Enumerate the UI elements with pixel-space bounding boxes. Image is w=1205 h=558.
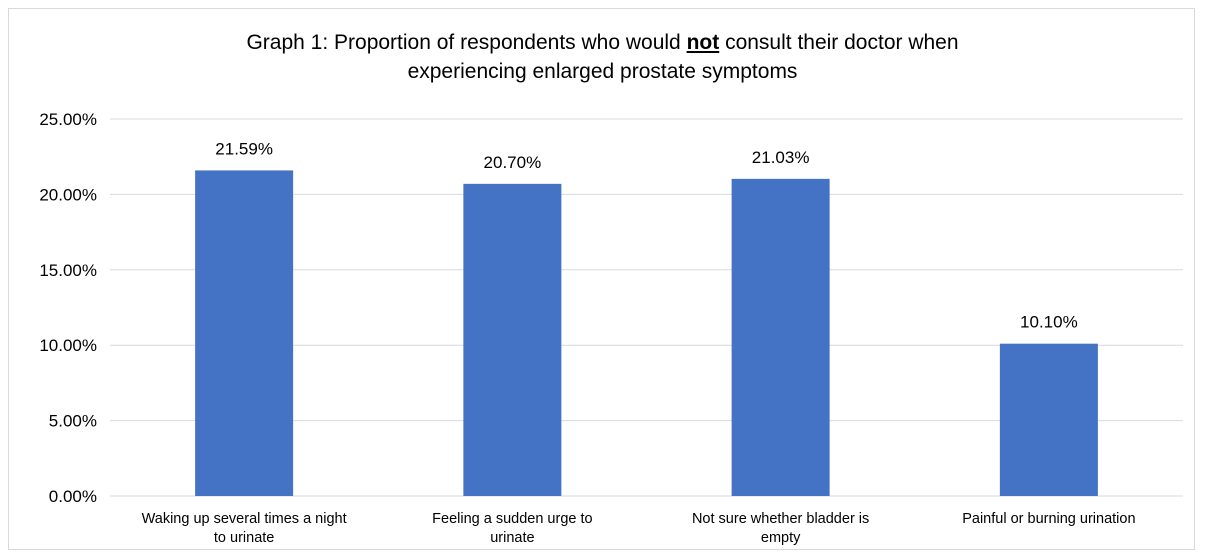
data-label: 20.70%: [484, 153, 542, 172]
y-tick-label: 15.00%: [39, 261, 97, 280]
x-tick-label-line: Waking up several times a night: [142, 511, 347, 527]
x-tick-label: Painful or burning urination: [962, 511, 1135, 527]
x-tick-label-line: empty: [761, 530, 801, 546]
y-tick-label: 10.00%: [39, 336, 97, 355]
data-label: 21.03%: [752, 148, 810, 167]
data-label: 10.10%: [1020, 313, 1078, 332]
x-tick-label-line: Painful or burning urination: [962, 511, 1135, 527]
y-tick-label: 0.00%: [49, 487, 97, 506]
bar: [463, 183, 562, 496]
bar: [999, 343, 1098, 496]
data-label: 21.59%: [215, 139, 273, 158]
y-tick-label: 5.00%: [49, 412, 97, 431]
x-tick-label-line: Feeling a sudden urge to: [432, 511, 592, 527]
bar: [731, 178, 830, 496]
chart-title-emphasis: not: [686, 31, 720, 54]
y-tick-label: 20.00%: [39, 185, 97, 204]
x-tick-label: Not sure whether bladder is empty: [692, 511, 869, 546]
y-tick-label: 25.00%: [39, 110, 97, 129]
x-tick-label: Feeling a sudden urge to urinate: [432, 511, 592, 546]
bar: [195, 170, 294, 497]
x-tick-label: Waking up several times a night to urinat…: [142, 511, 347, 546]
x-tick-label-line: urinate: [490, 530, 534, 546]
chart-title-line-2: experiencing enlarged prostate symptoms: [407, 60, 798, 83]
x-tick-label-line: to urinate: [214, 530, 274, 546]
chart-title: Graph 1: Proportion of respondents who w…: [0, 28, 1205, 86]
chart-title-part-1: Graph 1: Proportion of respondents who w…: [246, 31, 687, 54]
chart-title-part-2: consult their doctor when: [719, 31, 959, 54]
x-tick-label-line: Not sure whether bladder is: [692, 511, 869, 527]
